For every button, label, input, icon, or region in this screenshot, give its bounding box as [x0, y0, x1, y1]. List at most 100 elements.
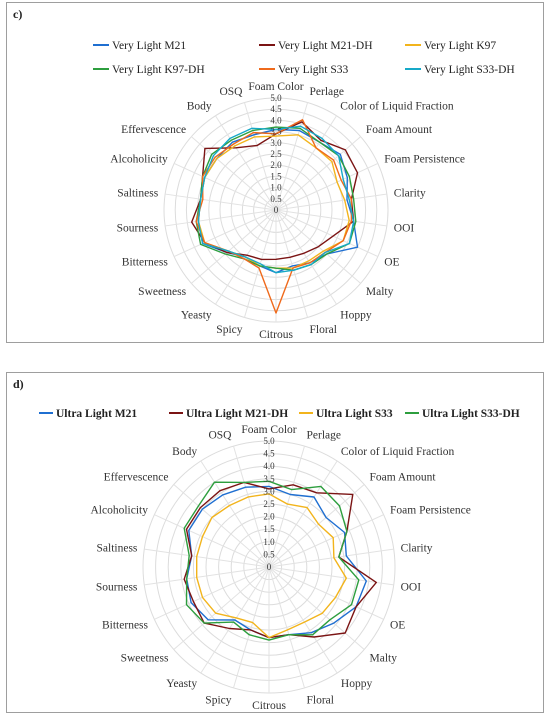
spoke: [173, 209, 277, 257]
axis-label-sweetness: Sweetness: [121, 652, 169, 664]
legend-item-very-light-k97: Very Light K97: [405, 40, 496, 52]
panel-letter: c): [13, 7, 23, 21]
legend-item-very-light-m21-dh: Very Light M21-DH: [259, 40, 373, 52]
tick-label: 0: [267, 562, 272, 572]
spoke: [268, 514, 384, 568]
spoke: [154, 514, 270, 568]
spoke: [233, 566, 270, 689]
axis-label-yeasty: Yeasty: [166, 678, 197, 690]
axis-label-spicy: Spicy: [216, 324, 242, 336]
legend-item-ultra-light-m21: Ultra Light M21: [39, 408, 137, 420]
series-line-very-light-k97-dh: [195, 126, 357, 271]
axis-label-foam-persistence: Foam Persistence: [384, 154, 465, 166]
axis-label-alcoholicity: Alcoholicity: [110, 154, 168, 166]
axis-label-spicy: Spicy: [205, 694, 231, 706]
axis-label-bitterness: Bitterness: [102, 619, 149, 631]
tick-label: 3.5: [270, 127, 282, 137]
spoke: [268, 548, 394, 568]
axis-label-sweetness: Sweetness: [138, 286, 186, 298]
spoke: [268, 566, 394, 586]
tick-label: 5.0: [263, 436, 275, 446]
axis-label-foam-amount: Foam Amount: [366, 124, 433, 136]
axis-label-foam-persistence: Foam Persistence: [390, 505, 471, 517]
spoke: [268, 484, 365, 568]
tick-label: 2.0: [270, 160, 282, 170]
legend-item-ultra-light-s33: Ultra Light S33: [299, 408, 393, 420]
tick-label: 3.0: [270, 138, 282, 148]
spoke: [200, 460, 270, 568]
tick-label: 4.0: [263, 461, 275, 471]
legend-label: Very Light K97-DH: [112, 64, 205, 76]
axis-label-ooi: OOI: [394, 223, 415, 235]
legend-label: Very Light M21: [112, 40, 186, 52]
spoke: [268, 445, 305, 568]
chart-panel-c: c) 0 0.5 1.0 1.5 2.0 2.5 3.0 3.5 4.0 4.5 5.0 Foam C…: [6, 2, 544, 343]
axis-label-osq: OSQ: [208, 430, 232, 442]
axis-label-hoppy: Hoppy: [341, 678, 373, 690]
axis-label-citrous: Citrous: [252, 700, 286, 712]
tick-label: 1.5: [263, 524, 275, 534]
axis-label-yeasty: Yeasty: [181, 309, 212, 321]
tick-label: 4.0: [270, 115, 282, 125]
series-line-very-light-m21-dh: [190, 121, 359, 261]
spoke: [215, 115, 277, 211]
legend-item-ultra-light-s33-dh: Ultra Light S33-DH: [405, 408, 520, 420]
axis-label-citrous: Citrous: [259, 329, 293, 341]
axis-label-clarity: Clarity: [401, 542, 433, 554]
spoke: [191, 209, 277, 284]
spoke: [243, 102, 277, 211]
legend-label: Very Light S33-DH: [424, 64, 515, 76]
spoke: [165, 193, 277, 211]
tick-labels: 00.51.0 1.52.02.53.03.5 4.04.55.0: [270, 93, 282, 215]
axis-label-effervescence: Effervescence: [121, 124, 186, 136]
legend-item-very-light-m21: Very Light M21: [93, 40, 186, 52]
spoke: [268, 566, 338, 674]
axis-label-ooi: OOI: [401, 582, 422, 594]
axis-label-effervescence: Effervescence: [104, 472, 169, 484]
axis-label-color-of-liquid-fraction: Color of Liquid Fraction: [340, 101, 454, 113]
spoke: [173, 566, 270, 650]
legend-label: Ultra Light M21-DH: [186, 408, 288, 420]
tick-label: 0.5: [263, 549, 275, 559]
spoke: [268, 566, 365, 650]
tick-label: 2.0: [263, 512, 275, 522]
spoke: [275, 209, 309, 318]
axis-label-floral: Floral: [310, 324, 337, 336]
tick-label: 1.0: [270, 183, 282, 193]
tick-label: 5.0: [270, 93, 282, 103]
tick-label: 2.5: [270, 149, 282, 159]
tick-label: 1.0: [263, 537, 275, 547]
spoke: [173, 163, 277, 211]
axis-labels: Foam Color Perlage Color of Liquid Fractio…: [110, 81, 465, 341]
spoke: [144, 548, 270, 568]
axis-label-osq: OSQ: [219, 86, 243, 98]
axis-label-color-of-liquid-fraction: Color of Liquid Fraction: [341, 446, 455, 458]
spoke: [275, 209, 379, 257]
axis-label-body: Body: [187, 101, 212, 113]
chart-panel-d: d) 0 0.5 1.0 1.5 2.0 2.5 3.0 3.5 4.0 4.5 5.0 Foam C…: [6, 372, 544, 713]
radar-grid: [142, 440, 396, 694]
spoke: [233, 445, 270, 568]
axis-label-clarity: Clarity: [394, 187, 426, 199]
axis-label-perlage: Perlage: [310, 86, 344, 98]
axis-label-foam-color: Foam Color: [241, 424, 296, 436]
tick-label: 4.5: [263, 449, 275, 459]
tick-label: 4.5: [270, 104, 282, 114]
axis-label-floral: Floral: [307, 694, 334, 706]
legend-item-very-light-s33-dh: Very Light S33-DH: [405, 64, 515, 76]
series-group: [190, 118, 359, 314]
legend-label: Ultra Light M21: [56, 408, 137, 420]
spoke: [268, 566, 384, 620]
axis-label-sourness: Sourness: [117, 223, 159, 235]
series-line-very-light-s33-dh: [197, 125, 355, 274]
legend-item-very-light-s33: Very Light S33: [259, 64, 349, 76]
axis-label-malty: Malty: [366, 286, 394, 298]
tick-label: 1.5: [270, 171, 282, 181]
spoke: [275, 136, 361, 211]
axis-label-saltiness: Saltiness: [117, 187, 158, 199]
spoke: [275, 209, 387, 227]
series-line-ultra-light-s33: [195, 493, 347, 639]
spoke: [275, 115, 337, 211]
